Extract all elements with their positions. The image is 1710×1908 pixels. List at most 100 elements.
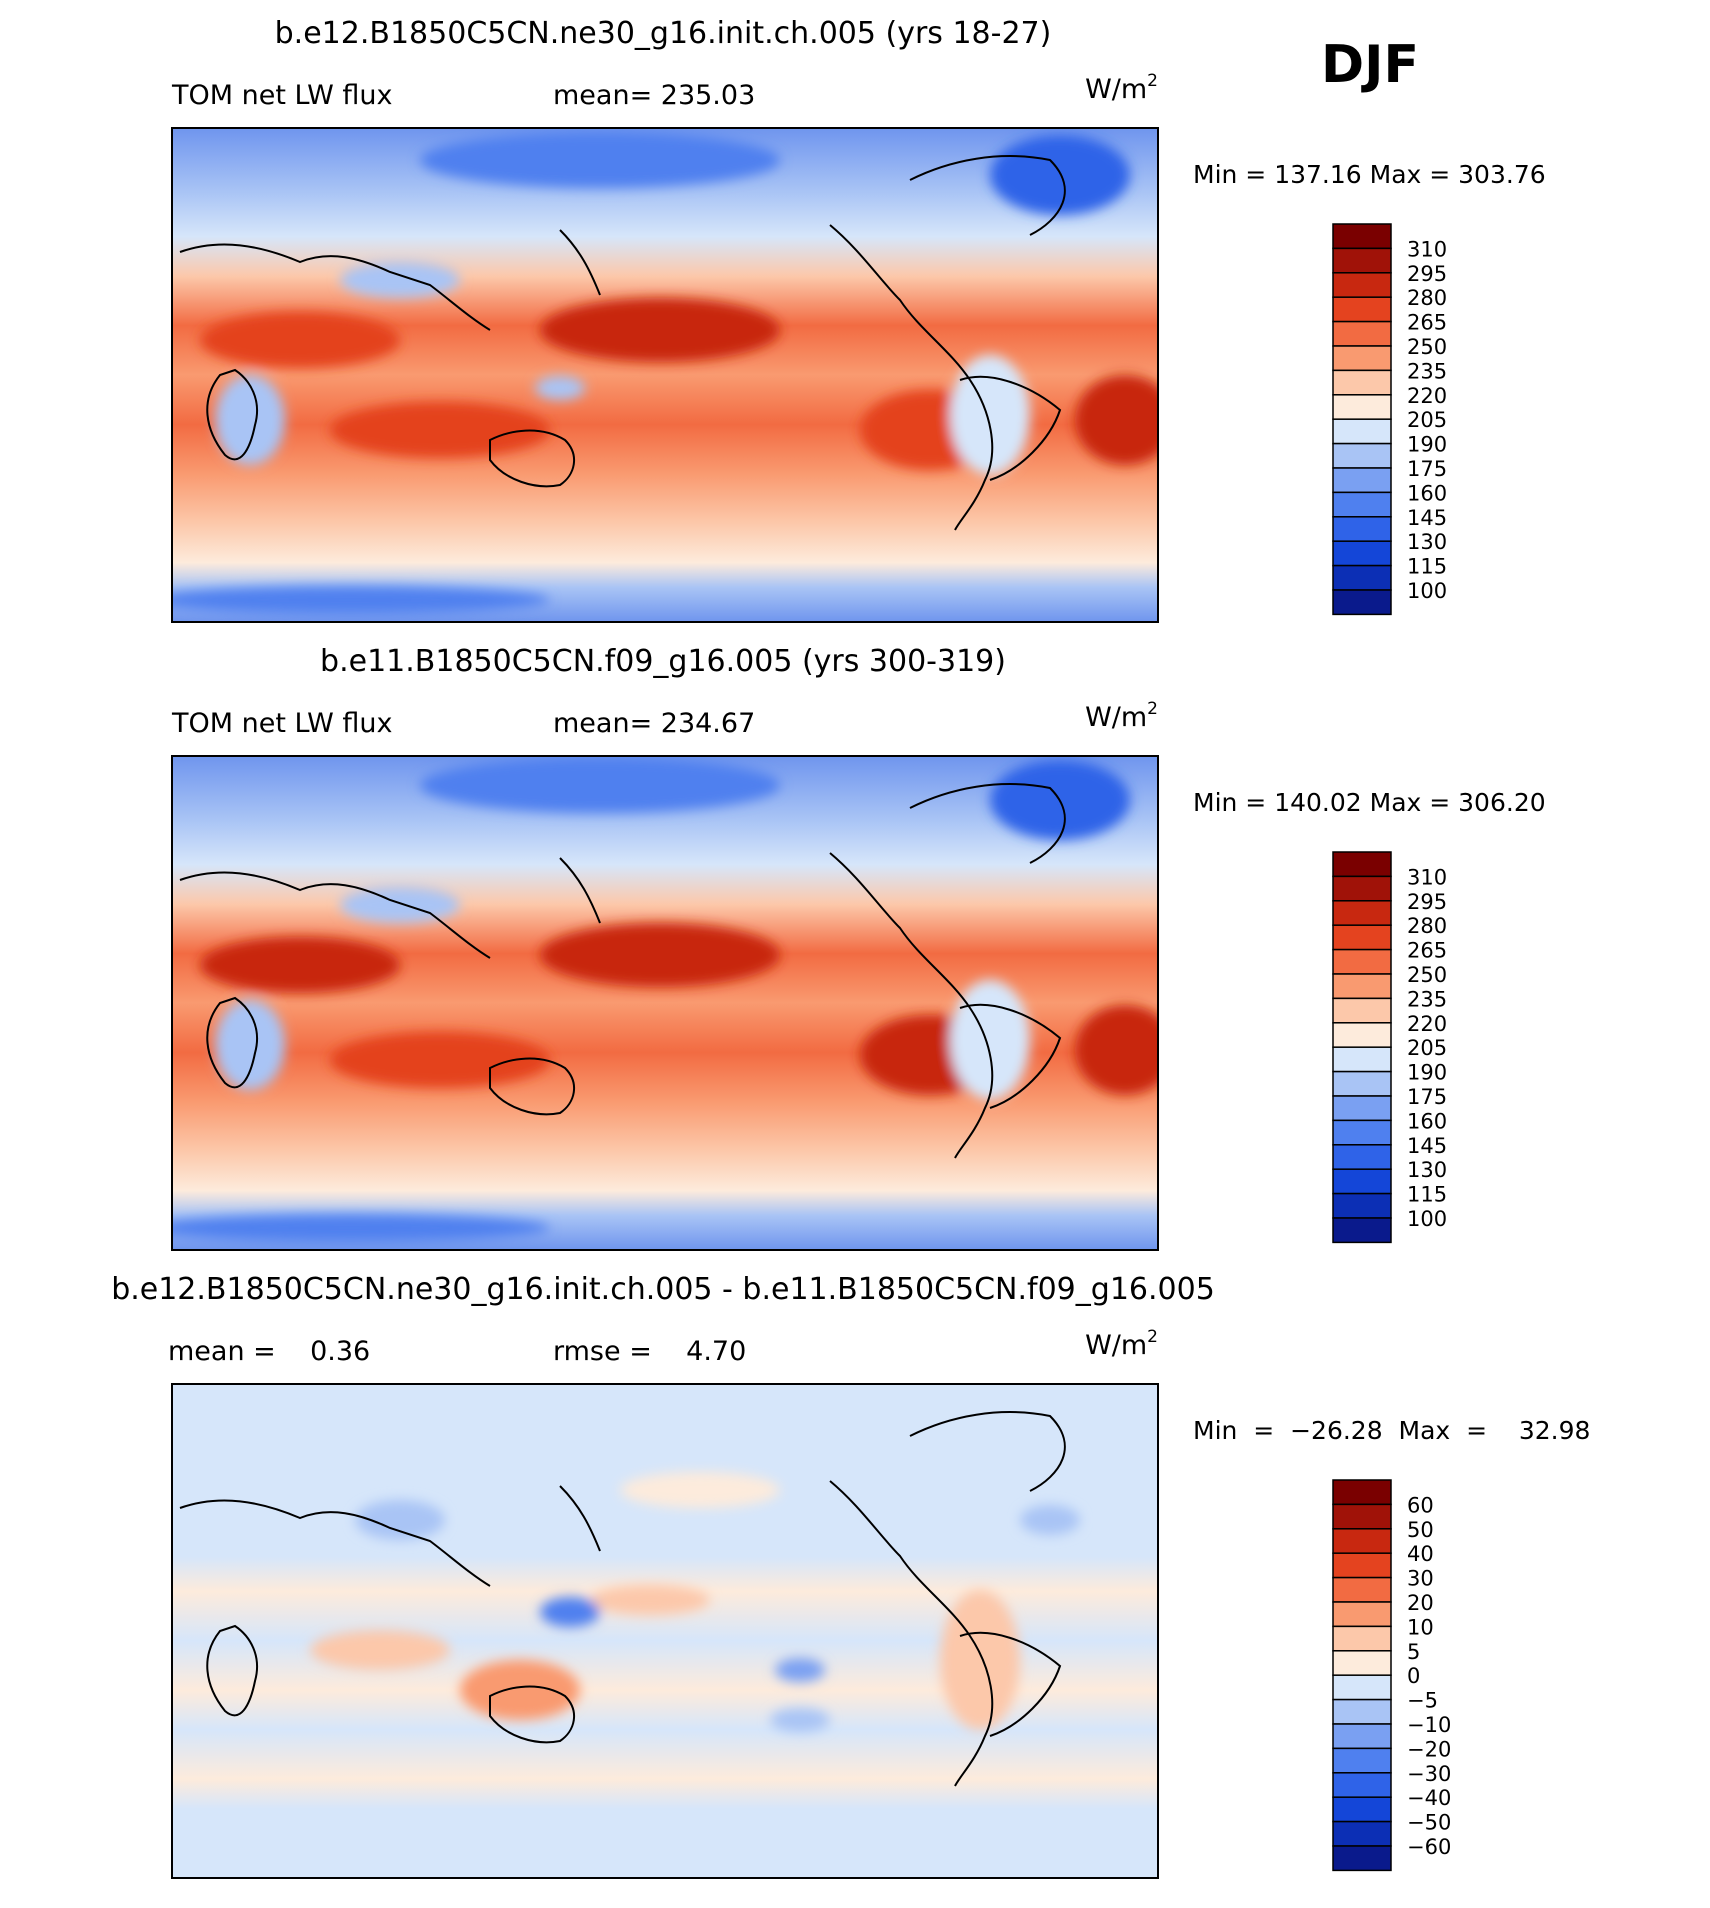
rmse-label: rmse = 4.70: [553, 1336, 746, 1367]
colorbar-swatch: [1332, 418, 1392, 445]
field-label: TOM net LW flux: [171, 80, 392, 111]
colorbar-swatch: [1332, 345, 1392, 372]
colorbar-swatch: [1332, 875, 1392, 902]
colorbar-swatch: [1332, 1479, 1392, 1506]
colorbar-level-label: 265: [1407, 939, 1447, 963]
colorbar-level-label: 10: [1407, 1615, 1434, 1639]
colorbar-swatch: [1332, 948, 1392, 975]
colorbar-swatch: [1332, 1168, 1392, 1195]
colorbar-level-label: 130: [1407, 1158, 1447, 1182]
colorbar-swatch: [1332, 589, 1392, 616]
colorbar-level-label: 220: [1407, 384, 1447, 408]
colorbar-swatch: [1332, 1601, 1392, 1628]
colorbar-swatch: [1332, 900, 1392, 926]
colorbar-swatch: [1332, 1747, 1392, 1774]
colorbar-level-label: 205: [1407, 408, 1447, 432]
colorbar-swatch: [1332, 394, 1392, 420]
colorbar-swatch: [1332, 1845, 1392, 1872]
panel-2: b.e11.B1850C5CN.f09_g16.005 (yrs 300-319…: [171, 644, 1546, 1251]
colorbar-swatch: [1332, 1674, 1392, 1701]
map-plot: [172, 1384, 1158, 1878]
map-frame: [171, 1383, 1159, 1879]
units-label: W/m2: [1085, 699, 1158, 733]
colorbar-level-label: −10: [1407, 1713, 1451, 1737]
colorbar-level-label: 145: [1407, 1134, 1447, 1158]
map-plot: [172, 128, 1158, 622]
colorbar-level-label: 160: [1407, 1109, 1447, 1133]
colorbar-level-label: 190: [1407, 433, 1447, 457]
colorbar: 3102952802652502352202051901751601451301…: [1332, 223, 1447, 616]
mean-label: mean= 235.03: [553, 80, 755, 111]
colorbar-level-label: 280: [1407, 914, 1447, 938]
colorbar-level-label: 100: [1407, 579, 1447, 603]
colorbar-level-label: 250: [1407, 335, 1447, 359]
units-label: W/m2: [1085, 1327, 1158, 1361]
map-frame: [171, 127, 1159, 623]
minmax-label: Min = 137.16 Max = 303.76: [1193, 160, 1546, 189]
colorbar-level-label: 295: [1407, 890, 1447, 914]
panel-1: b.e12.B1850C5CN.ne30_g16.init.ch.005 (yr…: [171, 16, 1546, 623]
minmax-label: Min = −26.28 Max = 32.98: [1193, 1416, 1590, 1445]
colorbar-swatch: [1332, 1119, 1392, 1146]
colorbar-swatch: [1332, 973, 1392, 1000]
colorbar-swatch: [1332, 223, 1392, 250]
colorbar-level-label: 145: [1407, 506, 1447, 530]
colorbar-swatch: [1332, 540, 1392, 567]
colorbar-swatch: [1332, 851, 1392, 878]
colorbar-level-label: 205: [1407, 1036, 1447, 1060]
units-label: W/m2: [1085, 71, 1158, 105]
colorbar-swatch: [1332, 1772, 1392, 1798]
colorbar-level-label: 0: [1407, 1664, 1420, 1688]
colorbar-level-label: −30: [1407, 1762, 1451, 1786]
colorbar-level-label: 160: [1407, 481, 1447, 505]
colorbar-level-label: 175: [1407, 457, 1447, 481]
colorbar-swatch: [1332, 1144, 1392, 1170]
colorbar-level-label: 100: [1407, 1207, 1447, 1231]
colorbar-level-label: 280: [1407, 286, 1447, 310]
field-label: TOM net LW flux: [171, 708, 392, 739]
colorbar-level-label: 115: [1407, 1183, 1447, 1207]
colorbar-swatch: [1332, 369, 1392, 396]
minmax-label: Min = 140.02 Max = 306.20: [1193, 788, 1546, 817]
colorbar-swatch: [1332, 1095, 1392, 1122]
colorbar-level-label: −60: [1407, 1835, 1451, 1859]
colorbar-swatch: [1332, 1217, 1392, 1244]
colorbar-level-label: 50: [1407, 1518, 1434, 1542]
colorbar-level-label: −5: [1407, 1689, 1438, 1713]
colorbar-swatch: [1332, 320, 1392, 347]
mean-label: mean= 234.67: [553, 708, 755, 739]
panel-title: b.e12.B1850C5CN.ne30_g16.init.ch.005 (yr…: [275, 16, 1052, 51]
panel-title: b.e12.B1850C5CN.ne30_g16.init.ch.005 - b…: [111, 1272, 1215, 1307]
colorbar-level-label: −50: [1407, 1811, 1451, 1835]
colorbar-level-label: 115: [1407, 555, 1447, 579]
colorbar-level-label: 250: [1407, 963, 1447, 987]
colorbar-swatch: [1332, 1576, 1392, 1603]
colorbar-swatch: [1332, 1698, 1392, 1725]
colorbar-level-label: 220: [1407, 1012, 1447, 1036]
colorbar-swatch: [1332, 997, 1392, 1024]
colorbar-level-label: 235: [1407, 987, 1447, 1011]
colorbar-swatch: [1332, 1528, 1392, 1554]
colorbar-swatch: [1332, 1022, 1392, 1048]
colorbar-swatch: [1332, 1503, 1392, 1530]
colorbar-swatch: [1332, 1046, 1392, 1073]
panel-3: b.e12.B1850C5CN.ne30_g16.init.ch.005 - b…: [111, 1272, 1590, 1879]
map-plot: [172, 756, 1158, 1250]
colorbar-swatch: [1332, 296, 1392, 323]
colorbar-swatch: [1332, 442, 1392, 469]
colorbar-swatch: [1332, 1192, 1392, 1219]
colorbar-swatch: [1332, 272, 1392, 298]
colorbar-swatch: [1332, 1723, 1392, 1750]
colorbar-swatch: [1332, 564, 1392, 591]
colorbar-swatch: [1332, 247, 1392, 274]
colorbar-level-label: 175: [1407, 1085, 1447, 1109]
colorbar-swatch: [1332, 1625, 1392, 1652]
colorbar-level-label: 235: [1407, 359, 1447, 383]
colorbar-level-label: −20: [1407, 1737, 1451, 1761]
colorbar-swatch: [1332, 1070, 1392, 1097]
panel-title: b.e11.B1850C5CN.f09_g16.005 (yrs 300-319…: [320, 644, 1006, 679]
colorbar-level-label: 310: [1407, 237, 1447, 261]
map-frame: [171, 755, 1159, 1251]
